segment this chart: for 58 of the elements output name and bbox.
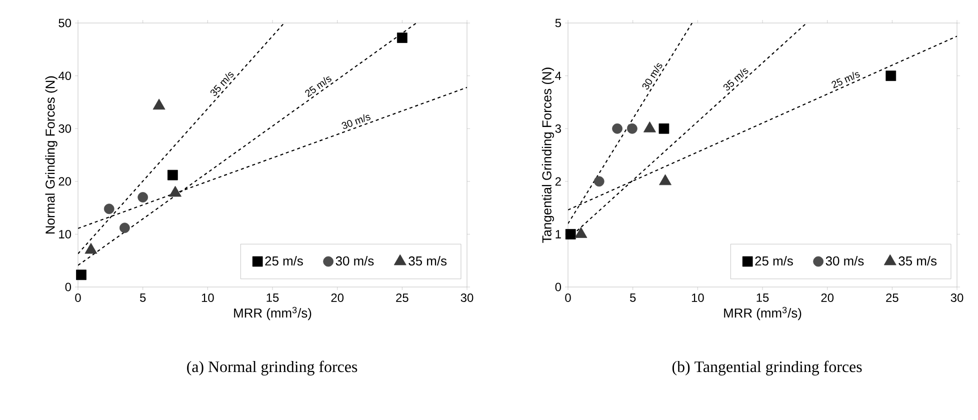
x-tick-label: 30 [950,294,964,302]
x-tick-label: 5 [630,294,636,302]
y-tick-label: 50 [58,18,72,28]
y-tick-label: 2 [555,177,561,186]
legend-label: 25 m/s [265,256,303,266]
point [658,123,670,134]
point [594,176,604,187]
x-tick-label: 20 [821,294,834,302]
x-tick-label: 0 [565,294,571,302]
x-tick-label: 5 [140,294,146,302]
point [612,123,622,134]
x-tick-label: 25 [886,294,898,302]
x-tick-label: 25 [396,294,408,302]
point [396,32,408,43]
x-axis-title: MRR (mm$^{3}$/s) [234,306,312,320]
legend-label: 35 m/s [408,256,447,266]
y-tick-label: 20 [58,177,72,186]
x-tick-label: 20 [331,294,344,302]
point [574,227,588,238]
text: 30 m/s [642,63,662,90]
x-tick-label: 15 [756,294,769,302]
x-tick-label: 0 [75,294,81,302]
y-tick-label: 5 [555,18,561,28]
point [565,229,576,240]
text: 30 m/s [342,114,370,129]
y-tick-label: 0 [65,282,72,292]
y-tick-label: 3 [555,124,561,133]
x-tick-label: 15 [266,294,279,302]
point [104,204,114,214]
point [167,170,178,180]
point [138,192,148,202]
y-axis-title: Normal Grinding Forces (N) [45,76,58,234]
legend-label: 30 m/s [336,256,374,266]
x-axis-title: MRR (mm$^{3}$/s) [724,306,802,320]
y-tick-label: 40 [58,72,72,80]
text: 25 m/s [305,76,332,98]
point [886,70,896,81]
point [627,123,638,134]
point [76,270,86,280]
y-tick-label: 10 [59,230,72,238]
x-tick-label: 10 [202,294,214,302]
legend-label: 25 m/s [755,256,793,266]
text: (a) Normal grinding forces [187,360,358,376]
y-tick-label: 0 [555,282,562,292]
x-tick-label: 10 [692,294,704,302]
legend-label: 30 m/s [826,256,864,266]
y-tick-label: 30 [58,124,72,133]
y-tick-label: 4 [555,72,562,80]
y-axis-title: Tangential Grinding Forces (N) [542,68,554,243]
text: 25 m/s [832,72,860,88]
legend-label: 35 m/s [898,256,937,266]
text: (b) Tangential grinding forces [672,360,862,376]
point [120,222,130,234]
point [659,174,672,186]
x-tick-label: 30 [460,294,474,302]
text: 35 m/s [723,68,748,91]
y-tick-label: 1 [556,230,561,238]
text: 35 m/s [210,72,234,96]
